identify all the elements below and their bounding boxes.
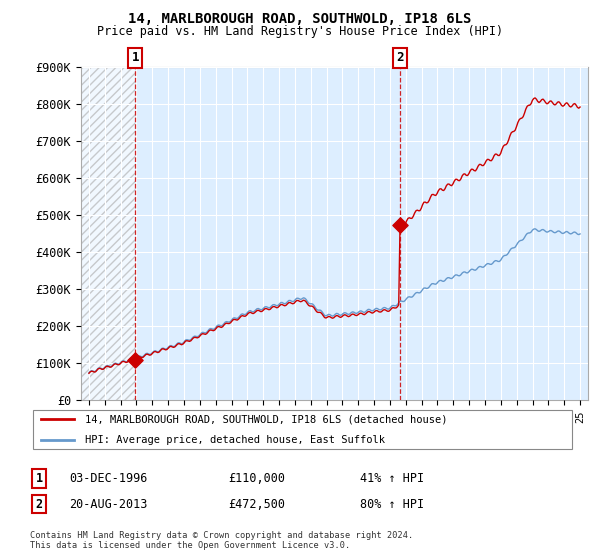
- Text: 14, MARLBOROUGH ROAD, SOUTHWOLD, IP18 6LS (detached house): 14, MARLBOROUGH ROAD, SOUTHWOLD, IP18 6L…: [85, 414, 447, 424]
- Text: HPI: Average price, detached house, East Suffolk: HPI: Average price, detached house, East…: [85, 435, 385, 445]
- Bar: [81, 67, 135, 400]
- Text: £110,000: £110,000: [228, 472, 285, 486]
- Text: Contains HM Land Registry data © Crown copyright and database right 2024.
This d: Contains HM Land Registry data © Crown c…: [30, 531, 413, 550]
- Text: £472,500: £472,500: [228, 497, 285, 511]
- Text: 14, MARLBOROUGH ROAD, SOUTHWOLD, IP18 6LS: 14, MARLBOROUGH ROAD, SOUTHWOLD, IP18 6L…: [128, 12, 472, 26]
- Text: 03-DEC-1996: 03-DEC-1996: [69, 472, 148, 486]
- FancyBboxPatch shape: [33, 410, 572, 449]
- Text: 1: 1: [131, 52, 139, 64]
- Text: 2: 2: [35, 497, 43, 511]
- Text: 20-AUG-2013: 20-AUG-2013: [69, 497, 148, 511]
- Point: [130, 355, 140, 364]
- Text: 1: 1: [35, 472, 43, 486]
- Text: Price paid vs. HM Land Registry's House Price Index (HPI): Price paid vs. HM Land Registry's House …: [97, 25, 503, 38]
- Text: 41% ↑ HPI: 41% ↑ HPI: [360, 472, 424, 486]
- Text: 2: 2: [396, 52, 404, 64]
- Point: [395, 221, 405, 230]
- Text: 80% ↑ HPI: 80% ↑ HPI: [360, 497, 424, 511]
